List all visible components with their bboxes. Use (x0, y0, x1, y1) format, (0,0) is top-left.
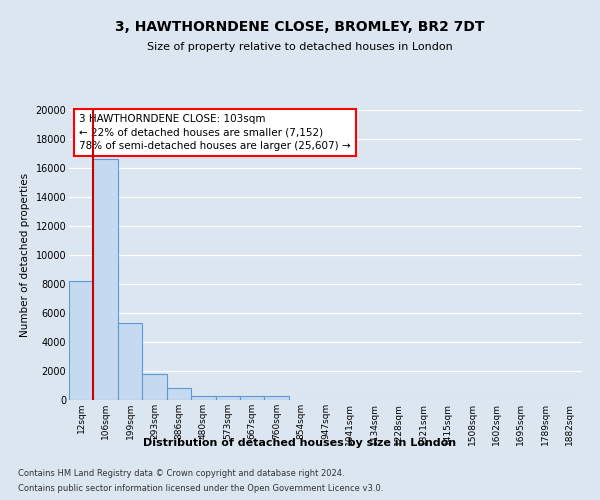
Text: 3, HAWTHORNDENE CLOSE, BROMLEY, BR2 7DT: 3, HAWTHORNDENE CLOSE, BROMLEY, BR2 7DT (115, 20, 485, 34)
Text: Distribution of detached houses by size in London: Distribution of detached houses by size … (143, 438, 457, 448)
Text: Size of property relative to detached houses in London: Size of property relative to detached ho… (147, 42, 453, 52)
Text: Contains public sector information licensed under the Open Government Licence v3: Contains public sector information licen… (18, 484, 383, 493)
Bar (265, 396, 289, 400)
Bar (118, 323, 142, 400)
Text: Contains HM Land Registry data © Crown copyright and database right 2024.: Contains HM Land Registry data © Crown c… (18, 469, 344, 478)
Bar (69, 281, 94, 400)
Bar (215, 396, 240, 400)
Bar (240, 396, 265, 400)
Bar (142, 374, 167, 400)
Bar (191, 396, 215, 400)
Y-axis label: Number of detached properties: Number of detached properties (20, 173, 30, 337)
Text: 3 HAWTHORNDENE CLOSE: 103sqm
← 22% of detached houses are smaller (7,152)
78% of: 3 HAWTHORNDENE CLOSE: 103sqm ← 22% of de… (79, 114, 351, 151)
Bar (94, 160, 118, 400)
Bar (167, 388, 191, 400)
